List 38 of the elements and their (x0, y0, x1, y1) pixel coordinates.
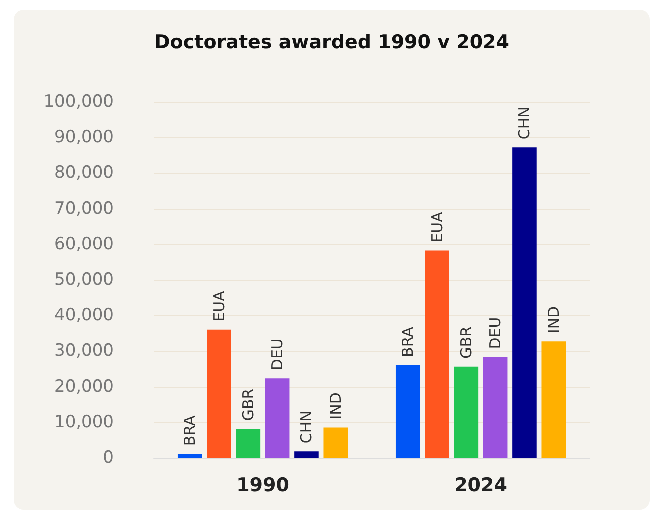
text: DEU (486, 317, 505, 350)
y-tick-label: 0 (103, 448, 114, 468)
y-tick-label: 40,000 (54, 306, 114, 326)
bar (178, 454, 202, 458)
text: EUA (210, 290, 228, 322)
bar (265, 378, 290, 458)
x-tick-label: 1990 (236, 474, 290, 496)
bar (483, 357, 508, 458)
y-tick-label: 70,000 (54, 198, 114, 219)
y-tick-label: 30,000 (54, 341, 114, 362)
bar (454, 366, 479, 458)
text: EUA (428, 212, 446, 243)
text: GBR (457, 326, 476, 359)
text: DEU (268, 338, 287, 371)
y-tick-label: 10,000 (54, 412, 114, 432)
bar (396, 365, 420, 458)
text: CHN (298, 410, 316, 444)
y-tick-label: 80,000 (54, 163, 114, 184)
bar (425, 250, 450, 458)
text: IND (544, 306, 563, 334)
y-tick-label: 20,000 (54, 376, 114, 397)
chart-title: Doctorates awarded 1990 v 2024 (154, 32, 510, 54)
bar (294, 452, 319, 458)
text: BRA (399, 327, 418, 358)
text: IND (326, 392, 345, 420)
bar (542, 342, 566, 458)
y-tick-label: 90,000 (54, 128, 114, 148)
text: CHN (516, 106, 534, 140)
bar (207, 330, 232, 458)
bar (236, 429, 261, 458)
text: BRA (181, 414, 200, 446)
y-tick-label: 100,000 (44, 92, 114, 112)
y-tick-label: 60,000 (54, 234, 114, 254)
text: GBR (239, 388, 258, 422)
bar (512, 148, 537, 458)
y-tick-label: 50,000 (54, 270, 114, 290)
x-tick-label: 2024 (454, 474, 508, 496)
bar (324, 428, 348, 458)
